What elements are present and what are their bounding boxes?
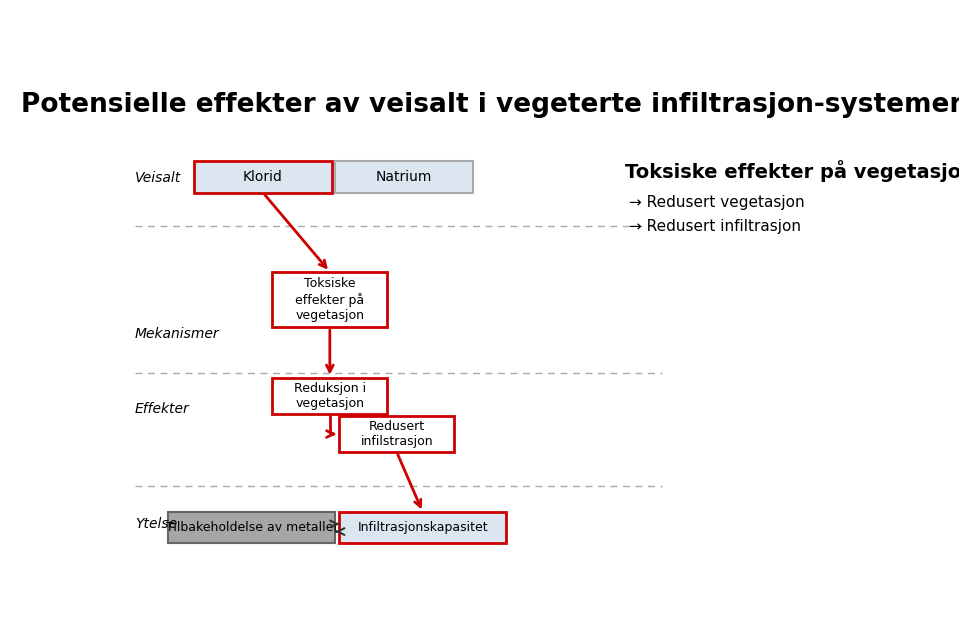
Text: Mekanismer: Mekanismer	[134, 328, 220, 341]
Text: Tilbakeholdelse av metaller: Tilbakeholdelse av metaller	[166, 521, 338, 534]
Text: Ytelse: Ytelse	[134, 517, 176, 531]
Text: Redusert
infilstrasjon: Redusert infilstrasjon	[361, 420, 433, 448]
FancyBboxPatch shape	[272, 272, 387, 327]
Text: Infiltrasjonskapasitet: Infiltrasjonskapasitet	[358, 521, 488, 534]
Text: Toksiske effekter på vegetasjon: Toksiske effekter på vegetasjon	[625, 160, 959, 182]
FancyBboxPatch shape	[339, 416, 455, 452]
FancyBboxPatch shape	[168, 512, 336, 544]
Text: Potensielle effekter av veisalt i vegeterte infiltrasjon-systemer: Potensielle effekter av veisalt i vegete…	[21, 92, 959, 118]
Text: Veisalt: Veisalt	[134, 171, 181, 185]
FancyBboxPatch shape	[336, 162, 473, 193]
Text: → Redusert infiltrasjon: → Redusert infiltrasjon	[629, 219, 801, 234]
FancyBboxPatch shape	[272, 378, 387, 414]
Text: Reduksjon i
vegetasjon: Reduksjon i vegetasjon	[293, 382, 366, 409]
Text: Toksiske
effekter på
vegetasjon: Toksiske effekter på vegetasjon	[295, 278, 364, 321]
Text: Effekter: Effekter	[134, 402, 190, 416]
FancyBboxPatch shape	[194, 162, 332, 193]
Text: Klorid: Klorid	[243, 170, 283, 184]
FancyBboxPatch shape	[339, 512, 506, 544]
Text: Natrium: Natrium	[376, 170, 433, 184]
Text: → Redusert vegetasjon: → Redusert vegetasjon	[629, 195, 805, 210]
